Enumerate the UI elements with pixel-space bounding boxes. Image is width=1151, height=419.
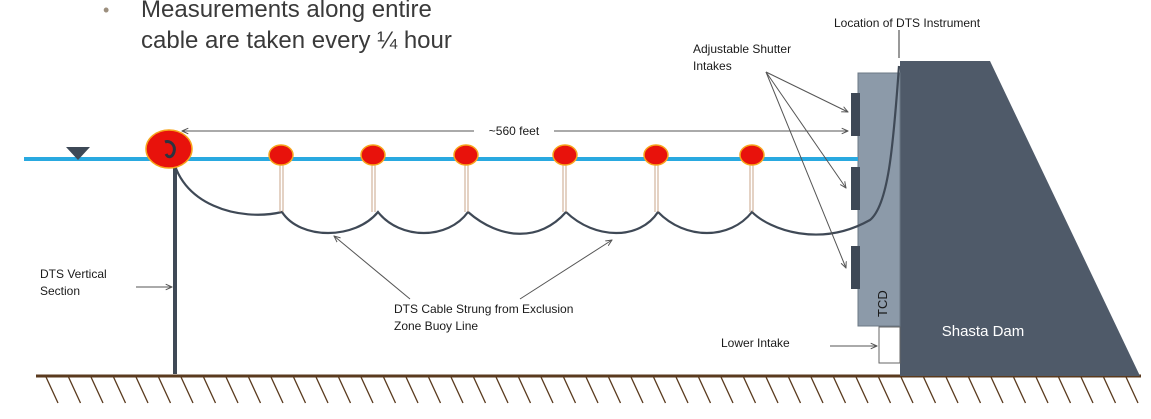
ground-hatch-48 bbox=[1125, 376, 1139, 404]
lower-intake-label: Lower Intake bbox=[721, 336, 790, 350]
ground-hatch-39 bbox=[922, 376, 937, 404]
ground-hatch-8 bbox=[225, 376, 239, 404]
distance-label: ~560 feet bbox=[489, 124, 540, 138]
ground-hatch-15 bbox=[382, 376, 397, 404]
ground-hatch-38 bbox=[900, 376, 914, 404]
vertical-label-line-1: DTS Vertical bbox=[40, 267, 107, 281]
ground-hatch-24 bbox=[585, 376, 599, 404]
ground-hatch-14 bbox=[360, 376, 374, 404]
ground-hatch-43 bbox=[1012, 376, 1027, 404]
ground-hatch-4 bbox=[135, 376, 149, 404]
ground-hatch-34 bbox=[810, 376, 824, 404]
ground-hatch-40 bbox=[945, 376, 959, 404]
ground-hatch-22 bbox=[540, 376, 554, 404]
ground-hatch-21 bbox=[517, 376, 532, 404]
cable-hook bbox=[164, 140, 176, 159]
ground-hatch-31 bbox=[742, 376, 757, 404]
ground-hatch-12 bbox=[315, 376, 329, 404]
ground-hatch-16 bbox=[405, 376, 419, 404]
ground-hatch-45 bbox=[1057, 376, 1072, 404]
shutter-arrows bbox=[765, 71, 848, 268]
ground-hatch-10 bbox=[270, 376, 284, 404]
ground-hatch-0 bbox=[45, 376, 59, 404]
ground-hatch-18 bbox=[450, 376, 464, 404]
ground-hatch-5 bbox=[157, 376, 172, 404]
ground-hatch-30 bbox=[720, 376, 734, 404]
tcd-structure bbox=[857, 72, 901, 327]
large-buoy bbox=[145, 129, 193, 169]
shutter-intake-upper bbox=[851, 93, 860, 136]
bullet-text: Measurements along entire cable are take… bbox=[141, 0, 452, 56]
water-level-icon bbox=[66, 147, 90, 160]
ground-hatch-9 bbox=[247, 376, 262, 404]
ground-hatch-19 bbox=[472, 376, 487, 404]
ground-hatch-37 bbox=[877, 376, 892, 404]
ground-hatch-2 bbox=[90, 376, 104, 404]
ground-hatch-36 bbox=[855, 376, 869, 404]
dts-cable bbox=[170, 65, 901, 236]
ground-hatch-25 bbox=[607, 376, 622, 404]
shutter-intake-lower bbox=[851, 246, 860, 289]
ground bbox=[36, 374, 1141, 404]
ground-hatch-20 bbox=[495, 376, 509, 404]
ground-hatch-28 bbox=[675, 376, 689, 404]
buoy-4 bbox=[552, 144, 578, 166]
buoy-6 bbox=[739, 144, 765, 166]
ground-hatching bbox=[45, 376, 1139, 404]
bullet-line-1: Measurements along entire bbox=[141, 0, 432, 23]
dam-label: Shasta Dam bbox=[942, 323, 1025, 340]
ground-hatch-33 bbox=[787, 376, 802, 404]
ground-hatch-27 bbox=[652, 376, 667, 404]
ground-hatch-23 bbox=[562, 376, 577, 404]
cable-label-line-1: DTS Cable Strung from Exclusion bbox=[394, 302, 573, 316]
shutter-arrow-upper bbox=[765, 71, 848, 112]
ground-hatch-47 bbox=[1102, 376, 1117, 404]
ground-hatch-13 bbox=[337, 376, 352, 404]
ground-hatch-17 bbox=[427, 376, 442, 404]
cable-arrow-right bbox=[519, 240, 612, 300]
location-label: Location of DTS Instrument bbox=[834, 16, 981, 30]
ground-hatch-26 bbox=[630, 376, 644, 404]
shutter-label-line-2: Intakes bbox=[693, 59, 732, 73]
shutter-arrow-lower bbox=[765, 71, 846, 268]
shasta-dam bbox=[900, 61, 1140, 376]
cable-arrow-left bbox=[334, 236, 411, 300]
shutter-label-line-1: Adjustable Shutter bbox=[693, 42, 791, 56]
lower-intake bbox=[878, 326, 901, 364]
ground-hatch-29 bbox=[697, 376, 712, 404]
buoy-5 bbox=[643, 144, 669, 166]
ground-hatch-32 bbox=[765, 376, 779, 404]
buoy-droppers bbox=[279, 164, 754, 212]
ground-hatch-41 bbox=[967, 376, 982, 404]
buoy-1 bbox=[268, 144, 294, 166]
bullet-line-2: cable are taken every ¼ hour bbox=[141, 27, 452, 54]
ground-hatch-1 bbox=[67, 376, 82, 404]
ground-hatch-42 bbox=[990, 376, 1004, 404]
cable-label-line-2: Zone Buoy Line bbox=[394, 319, 478, 333]
ground-hatch-46 bbox=[1080, 376, 1094, 404]
ground-hatch-44 bbox=[1035, 376, 1049, 404]
shutter-arrow-middle bbox=[765, 71, 846, 188]
ground-hatch-6 bbox=[180, 376, 194, 404]
vertical-label-line-2: Section bbox=[40, 284, 80, 298]
buoy-3 bbox=[453, 144, 479, 166]
ground-hatch-3 bbox=[112, 376, 127, 404]
bullet-dot: • bbox=[103, 0, 110, 20]
ground-hatch-11 bbox=[292, 376, 307, 404]
ground-hatch-35 bbox=[832, 376, 847, 404]
shutter-intake-middle bbox=[851, 167, 860, 210]
ground-hatch-7 bbox=[202, 376, 217, 404]
buoy-2 bbox=[360, 144, 386, 166]
tcd-label: TCD bbox=[875, 290, 890, 317]
